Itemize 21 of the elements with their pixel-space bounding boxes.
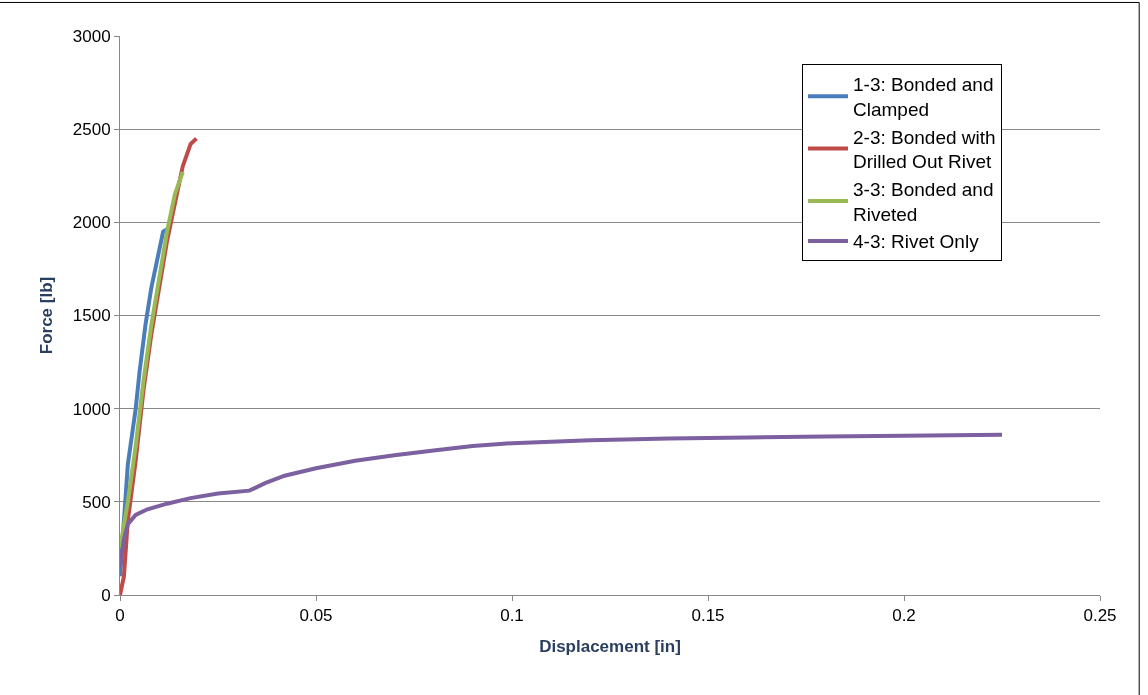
y-tick-label: 0	[101, 585, 111, 605]
legend-label: 3-3: Bonded and Riveted	[853, 179, 994, 225]
x-tick-label: 0.25	[1083, 606, 1117, 626]
line-series	[120, 170, 185, 551]
legend-label: 1-3: Bonded and Clamped	[853, 74, 994, 120]
x-tick-label: 0	[115, 606, 125, 626]
y-tick-label: 3000	[72, 26, 111, 46]
y-tick-label: 2500	[72, 120, 111, 140]
x-tick-label: 0.1	[500, 606, 524, 626]
y-tick-label: 1000	[72, 399, 111, 419]
y-tick-label: 2000	[72, 213, 111, 233]
legend-label: 4-3: Rivet Only	[853, 231, 980, 253]
y-axis-title: Force [lb]	[37, 276, 57, 355]
y-tick-label: 500	[82, 492, 111, 512]
legend-label: 2-3: Bonded with Drilled Out Rivet	[853, 126, 996, 173]
line-series	[120, 432, 1004, 570]
x-tick-label: 0.15	[691, 606, 725, 626]
x-tick-label: 0.2	[892, 606, 916, 626]
x-axis-title: Displacement [in]	[539, 636, 681, 656]
y-tick-label: 1500	[72, 306, 111, 326]
x-tick-label: 0.05	[299, 606, 333, 626]
